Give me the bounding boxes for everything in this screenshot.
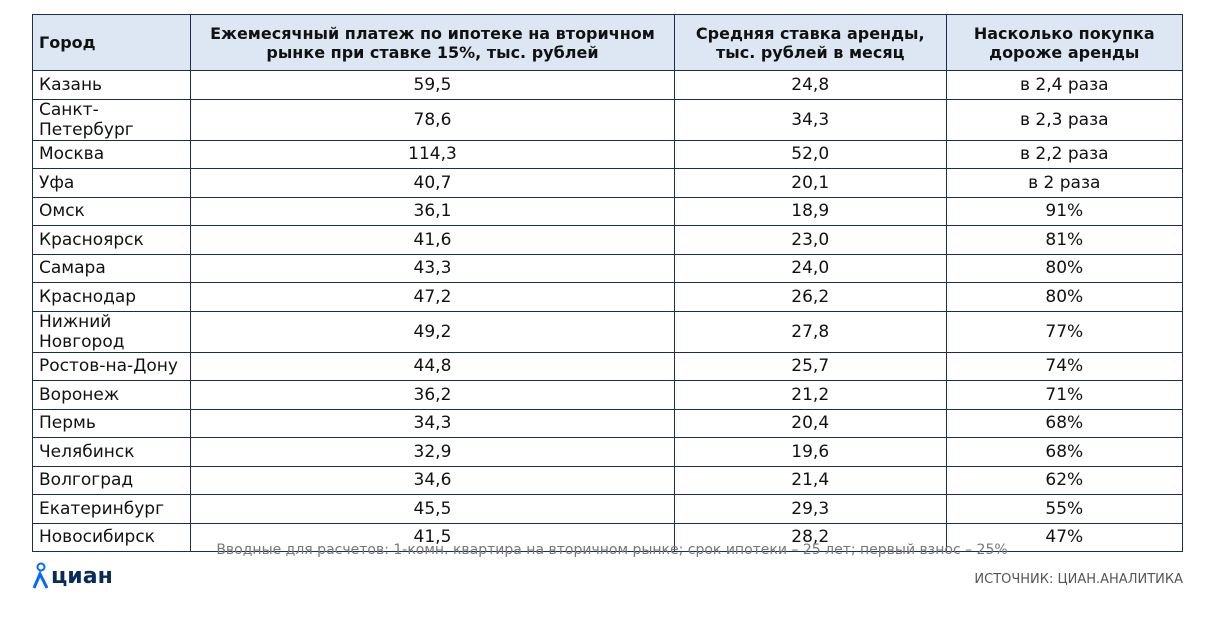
table-cell: Краснодар bbox=[31, 282, 192, 312]
logo-icon bbox=[32, 562, 48, 589]
table-cell: 23,0 bbox=[673, 225, 947, 255]
table-cell: 24,0 bbox=[673, 253, 947, 283]
header-cell: Насколько покупка дороже аренды bbox=[945, 14, 1184, 71]
table-cell: 26,2 bbox=[673, 282, 947, 312]
table-cell: 41,5 bbox=[190, 522, 675, 552]
table-cell: 68% bbox=[945, 408, 1184, 438]
table-cell: 114,3 bbox=[190, 139, 675, 169]
logo: циан bbox=[32, 562, 113, 590]
table-cell: 34,3 bbox=[190, 408, 675, 438]
table-cell: 80% bbox=[945, 282, 1184, 312]
table-cell: 34,3 bbox=[673, 98, 947, 141]
table-cell: в 2,2 раза bbox=[945, 139, 1184, 169]
table-body: Казань 59,5 24,8 в 2,4 раза Санкт-Петербург 7… bbox=[31, 70, 1184, 552]
table-cell: Санкт-Петербург bbox=[31, 98, 192, 141]
table-row: Уфа 40,7 20,1 в 2 раза bbox=[31, 168, 1184, 198]
table-cell: 47,2 bbox=[190, 282, 675, 312]
table-cell: 24,8 bbox=[673, 70, 947, 100]
source: ИСТОЧНИК: ЦИАН.АНАЛИТИКА bbox=[974, 572, 1183, 587]
table-row: Красноярск 41,6 23,0 81% bbox=[31, 225, 1184, 255]
table-cell: 20,1 bbox=[673, 168, 947, 198]
table-cell: 77% bbox=[945, 310, 1184, 353]
table-cell: Нижний Новгород bbox=[31, 310, 192, 353]
table-row: Казань 59,5 24,8 в 2,4 раза bbox=[31, 70, 1184, 100]
table-cell: в 2 раза bbox=[945, 168, 1184, 198]
table-cell: 36,1 bbox=[190, 196, 675, 226]
table-cell: Москва bbox=[31, 139, 192, 169]
table-cell: 25,7 bbox=[673, 351, 947, 381]
table-cell: 34,6 bbox=[190, 465, 675, 495]
table-cell: 18,9 bbox=[673, 196, 947, 226]
table-cell: 68% bbox=[945, 437, 1184, 467]
table-row: Москва 114,3 52,0 в 2,2 раза bbox=[31, 139, 1184, 169]
table-cell: 20,4 bbox=[673, 408, 947, 438]
header-cell: Ежемесячный платеж по ипотеке на вторичн… bbox=[190, 14, 675, 71]
table-cell: Омск bbox=[31, 196, 192, 226]
table-cell: 59,5 bbox=[190, 70, 675, 100]
table-row: Санкт-Петербург 78,6 34,3 в 2,3 раза bbox=[31, 98, 1184, 141]
table-cell: 45,5 bbox=[190, 494, 675, 524]
header-row: Город Ежемесячный платеж по ипотеке на вт… bbox=[31, 14, 1184, 71]
table-cell: 40,7 bbox=[190, 168, 675, 198]
table-cell: Красноярск bbox=[31, 225, 192, 255]
table-cell: 80% bbox=[945, 253, 1184, 283]
header-cell: Город bbox=[31, 14, 192, 71]
table-cell: 55% bbox=[945, 494, 1184, 524]
table-cell: 32,9 bbox=[190, 437, 675, 467]
table-cell: 36,2 bbox=[190, 380, 675, 410]
table-row: Волгоград 34,6 21,4 62% bbox=[31, 465, 1184, 495]
table-row: Омск 36,1 18,9 91% bbox=[31, 196, 1184, 226]
table-cell: Казань bbox=[31, 70, 192, 100]
table-cell: 47% bbox=[945, 522, 1184, 552]
table-cell: 27,8 bbox=[673, 310, 947, 353]
data-table: Город Ежемесячный платеж по ипотеке на вт… bbox=[31, 14, 1184, 552]
table-row: Самара 43,3 24,0 80% bbox=[31, 253, 1184, 283]
table-cell: Воронеж bbox=[31, 380, 192, 410]
table-cell: Уфа bbox=[31, 168, 192, 198]
table-cell: Челябинск bbox=[31, 437, 192, 467]
table-cell: 71% bbox=[945, 380, 1184, 410]
table-cell: 21,2 bbox=[673, 380, 947, 410]
table-cell: Самара bbox=[31, 253, 192, 283]
table-cell: 78,6 bbox=[190, 98, 675, 141]
table-cell: 52,0 bbox=[673, 139, 947, 169]
table-row: Ростов-на-Дону 44,8 25,7 74% bbox=[31, 351, 1184, 381]
table-cell: 62% bbox=[945, 465, 1184, 495]
table-cell: 91% bbox=[945, 196, 1184, 226]
table-row: Нижний Новгород 49,2 27,8 77% bbox=[31, 310, 1184, 353]
table-cell: 43,3 bbox=[190, 253, 675, 283]
table-cell: 29,3 bbox=[673, 494, 947, 524]
table-cell: 19,6 bbox=[673, 437, 947, 467]
logo-text: циан bbox=[51, 563, 113, 589]
table-row: Новосибирск 41,5 28,2 47% bbox=[31, 522, 1184, 552]
table-cell: в 2,4 раза bbox=[945, 70, 1184, 100]
table-cell: Ростов-на-Дону bbox=[31, 351, 192, 381]
table-row: Челябинск 32,9 19,6 68% bbox=[31, 437, 1184, 467]
table-cell: в 2,3 раза bbox=[945, 98, 1184, 141]
table-cell: Новосибирск bbox=[31, 522, 192, 552]
table-cell: 49,2 bbox=[190, 310, 675, 353]
table-row: Екатеринбург 45,5 29,3 55% bbox=[31, 494, 1184, 524]
table-cell: Волгоград bbox=[31, 465, 192, 495]
header-cell: Средняя ставка аренды, тыс. рублей в мес… bbox=[673, 14, 947, 71]
table-cell: Пермь bbox=[31, 408, 192, 438]
table-cell: Екатеринбург bbox=[31, 494, 192, 524]
table-cell: 81% bbox=[945, 225, 1184, 255]
table-row: Воронеж 36,2 21,2 71% bbox=[31, 380, 1184, 410]
table-cell: 21,4 bbox=[673, 465, 947, 495]
table-cell: 41,6 bbox=[190, 225, 675, 255]
table-cell: 44,8 bbox=[190, 351, 675, 381]
table-row: Пермь 34,3 20,4 68% bbox=[31, 408, 1184, 438]
footnote: Вводные для расчетов: 1-комн. квартира н… bbox=[216, 542, 1008, 558]
table-row: Краснодар 47,2 26,2 80% bbox=[31, 282, 1184, 312]
table-cell: 74% bbox=[945, 351, 1184, 381]
